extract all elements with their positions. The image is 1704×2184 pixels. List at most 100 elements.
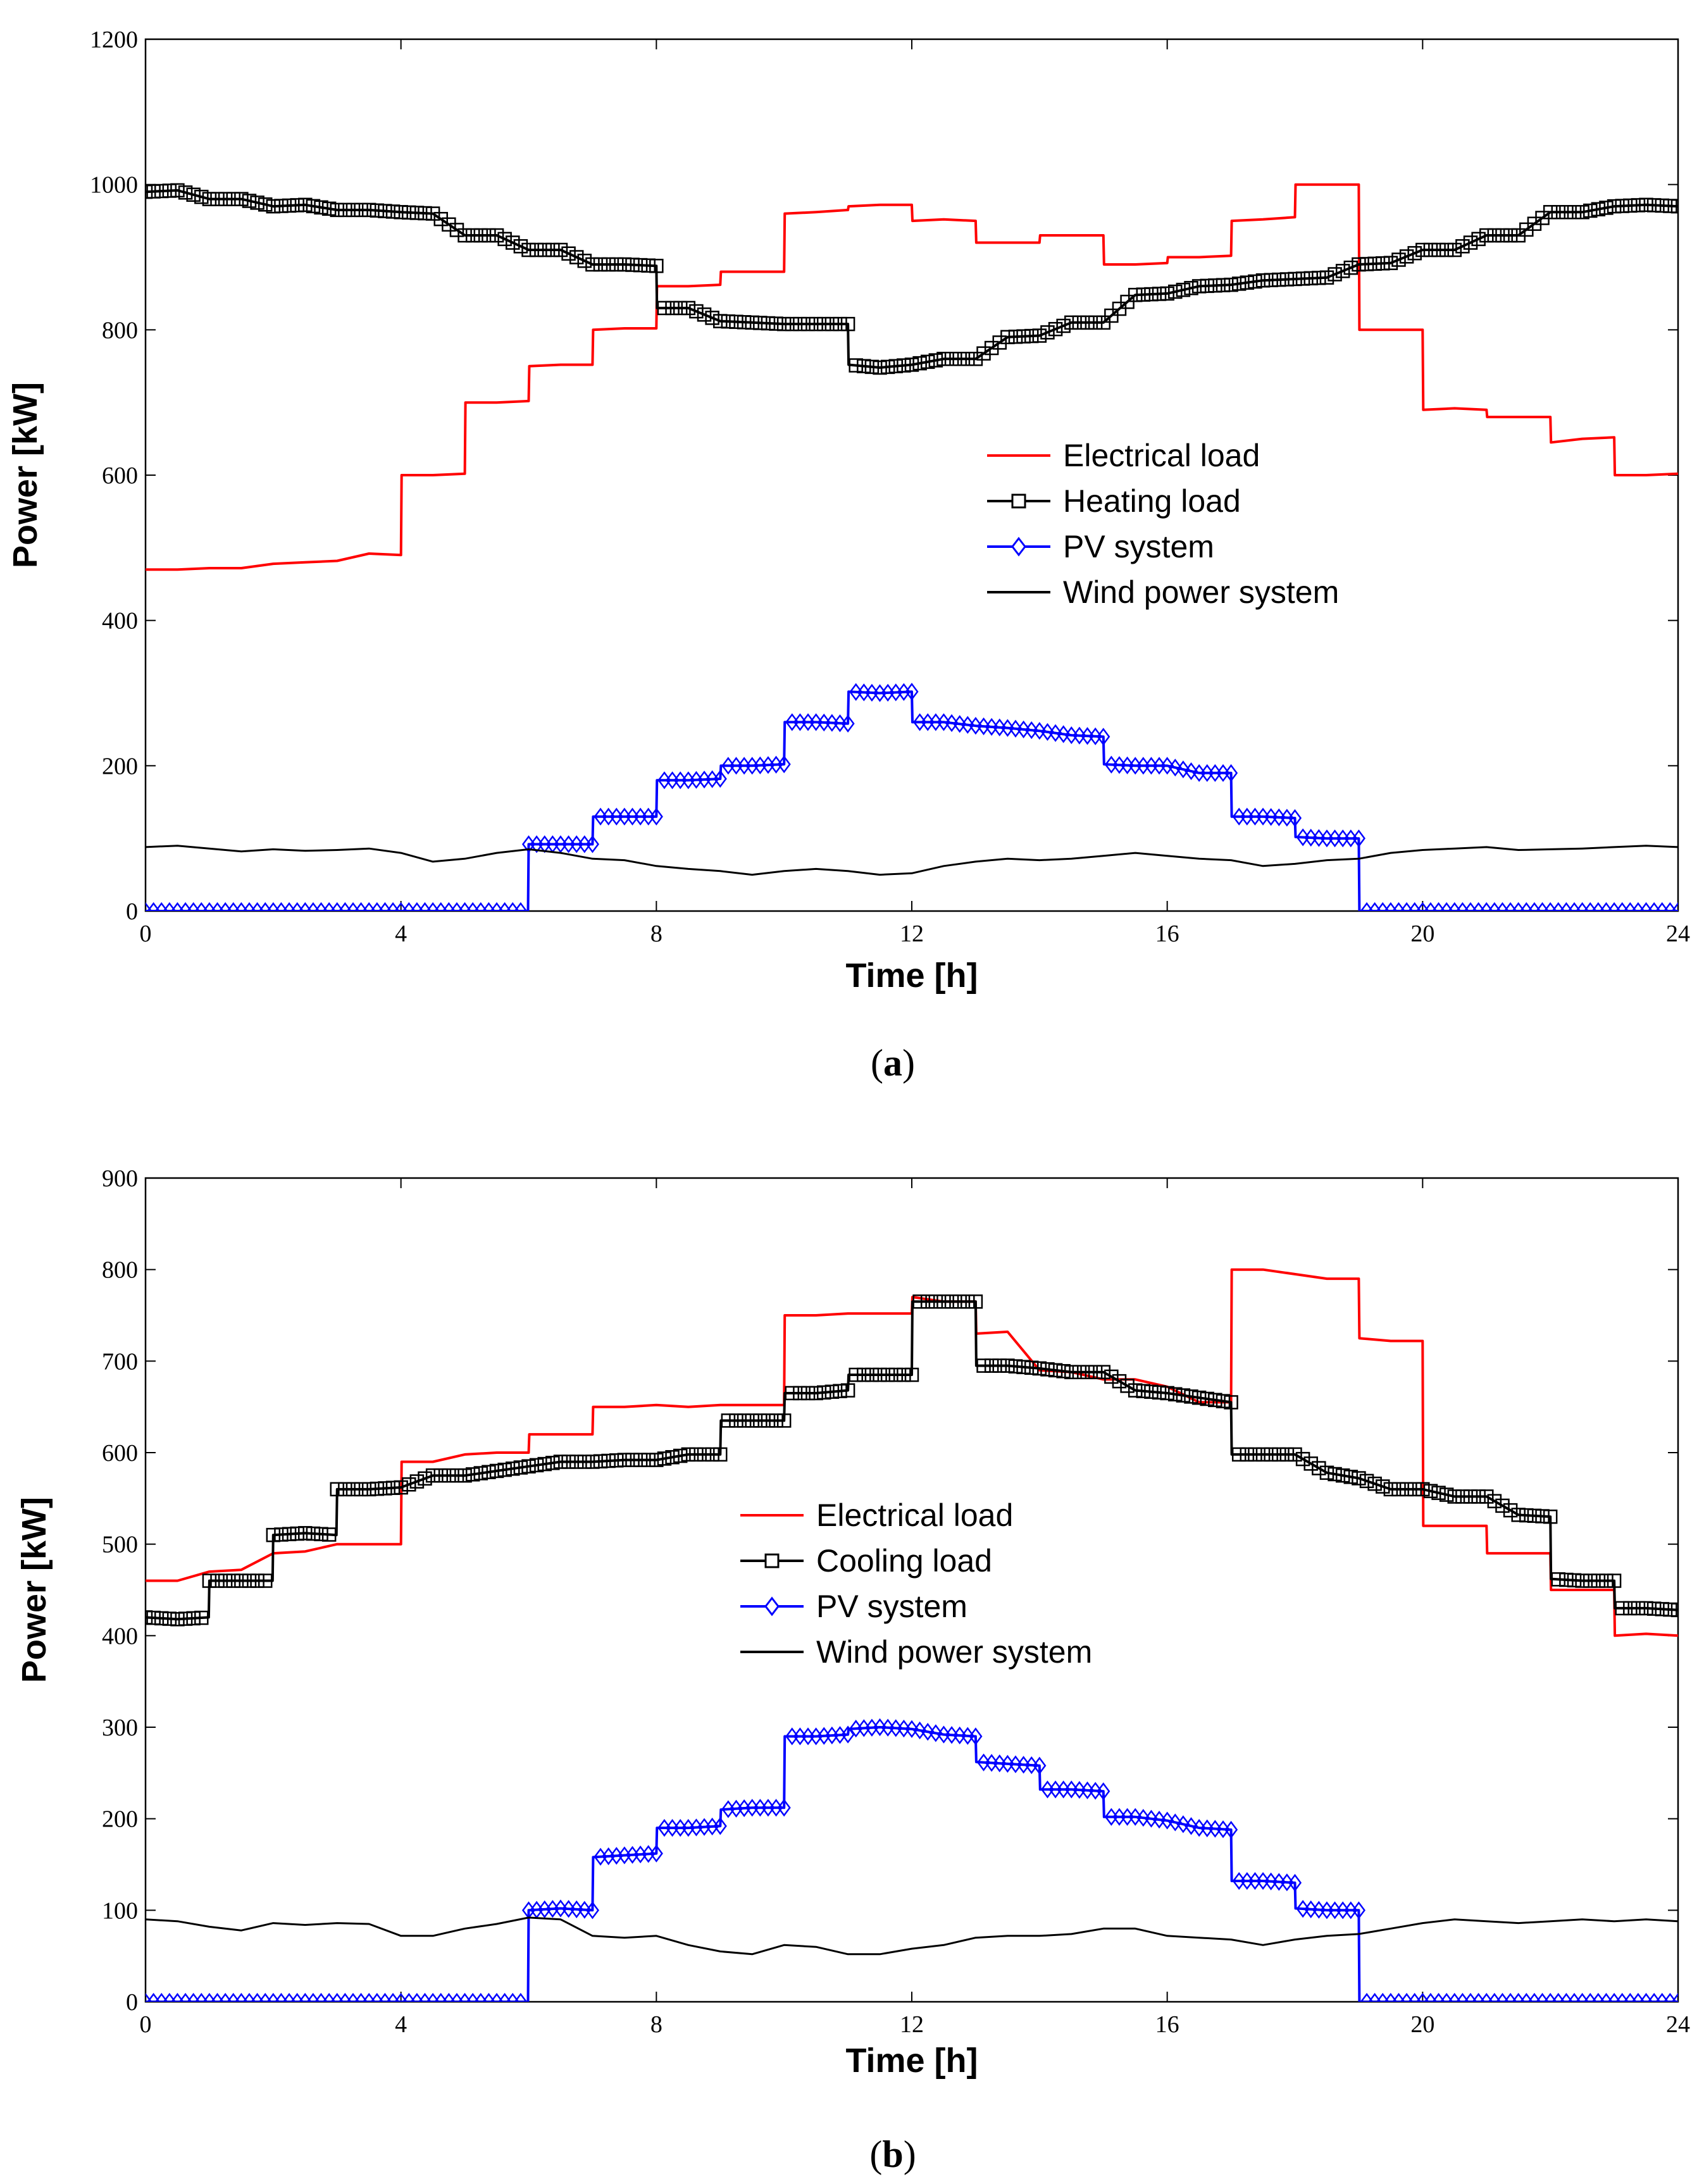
square-marker — [816, 1385, 831, 1400]
y-tick-label: 800 — [102, 1257, 138, 1284]
subfigure-label: (a) — [871, 1042, 915, 1084]
square-marker — [1487, 228, 1502, 243]
square-marker — [258, 1573, 273, 1588]
y-tick-label: 1200 — [90, 27, 138, 53]
square-marker — [1248, 274, 1262, 289]
square-marker — [824, 316, 840, 332]
diamond-marker — [1352, 1901, 1365, 1920]
square-marker — [1208, 1393, 1222, 1408]
square-marker — [1319, 270, 1334, 285]
square-marker — [1255, 1447, 1271, 1462]
square-marker — [1376, 1479, 1390, 1494]
square-marker — [992, 1358, 1007, 1373]
y-tick-label: 300 — [102, 1715, 138, 1741]
square-marker — [266, 1527, 281, 1542]
diamond-marker — [1184, 762, 1198, 781]
diamond-marker — [841, 1725, 855, 1744]
diamond-marker — [1144, 1809, 1158, 1828]
square-marker — [1295, 271, 1310, 286]
square-marker — [1279, 1447, 1295, 1462]
diamond-marker — [514, 1992, 528, 2002]
diamond-marker — [585, 835, 599, 853]
square-marker — [936, 1294, 951, 1309]
square-marker — [673, 1448, 688, 1463]
square-marker — [482, 1465, 496, 1479]
square-marker — [840, 316, 855, 332]
square-marker — [1583, 203, 1598, 218]
square-marker — [880, 359, 895, 375]
square-marker — [873, 1367, 887, 1382]
series-line — [146, 183, 1678, 571]
square-marker — [1160, 1386, 1174, 1401]
chart-b: 0 100 200 300 400 500 600 700 800 900 0 4 8 12 16 20 24 T… — [15, 1165, 1690, 2175]
square-marker — [338, 1482, 352, 1497]
square-marker — [1295, 1451, 1310, 1467]
square-marker — [1663, 199, 1677, 213]
square-marker — [521, 242, 536, 257]
square-marker — [920, 354, 935, 369]
square-marker — [1639, 1601, 1653, 1616]
square-marker — [1415, 242, 1430, 257]
square-marker — [1335, 264, 1350, 278]
square-marker — [1064, 315, 1079, 330]
legend-label: Electrical load — [1063, 438, 1260, 473]
square-marker — [1231, 1447, 1247, 1462]
square-marker — [513, 239, 528, 254]
y-tick-label: 0 — [126, 1989, 138, 2016]
series-line — [146, 1726, 1678, 2002]
square-marker — [1439, 1487, 1454, 1502]
square-marker — [1120, 1379, 1135, 1393]
square-marker — [912, 1294, 927, 1309]
x-tick-label: 4 — [395, 921, 407, 947]
y-tick-label: 500 — [102, 1532, 138, 1558]
legend: Electrical load Heating load PV system Wind… — [987, 438, 1339, 610]
square-marker — [1064, 1365, 1079, 1379]
square-marker — [385, 204, 401, 219]
x-tick-label: 20 — [1410, 2011, 1434, 2038]
square-marker — [513, 1460, 528, 1475]
y-tick-label: 800 — [102, 317, 138, 344]
square-marker — [1455, 1489, 1470, 1504]
square-marker — [1543, 205, 1558, 220]
square-marker — [1631, 198, 1646, 213]
square-marker — [1072, 1365, 1087, 1379]
square-marker — [473, 1466, 488, 1480]
series-pv-system — [146, 683, 1678, 911]
diamond-marker — [936, 713, 951, 731]
square-marker — [1607, 1573, 1622, 1588]
square-marker — [729, 1413, 743, 1428]
square-marker — [873, 360, 887, 375]
square-marker — [1359, 1474, 1374, 1489]
square-marker — [1479, 1489, 1494, 1504]
square-marker — [1655, 1602, 1670, 1616]
square-marker — [1136, 1384, 1151, 1398]
square-marker — [545, 242, 560, 257]
square-marker — [1567, 205, 1582, 220]
y-tick-label: 200 — [102, 1806, 138, 1833]
y-tick-label: 700 — [102, 1348, 138, 1375]
square-marker — [793, 1386, 807, 1401]
square-marker — [857, 359, 871, 373]
square-marker — [952, 1294, 967, 1309]
square-marker — [321, 201, 337, 216]
square-marker — [641, 1453, 656, 1467]
square-marker — [1160, 286, 1174, 301]
square-marker — [1407, 1482, 1422, 1497]
diamond-marker — [1152, 1811, 1166, 1829]
square-marker — [1016, 329, 1031, 344]
square-marker — [1343, 260, 1359, 275]
square-marker — [1407, 245, 1422, 261]
square-marker — [561, 1455, 576, 1469]
square-marker — [345, 1482, 361, 1497]
square-marker — [321, 1527, 337, 1542]
square-marker — [1543, 1510, 1558, 1524]
square-marker — [593, 257, 608, 272]
square-marker — [1032, 328, 1047, 343]
square-marker — [186, 1611, 201, 1626]
square-marker — [824, 1384, 840, 1399]
square-marker — [361, 202, 376, 218]
square-marker — [266, 199, 281, 214]
square-marker — [992, 335, 1007, 350]
square-marker — [1216, 1394, 1231, 1408]
